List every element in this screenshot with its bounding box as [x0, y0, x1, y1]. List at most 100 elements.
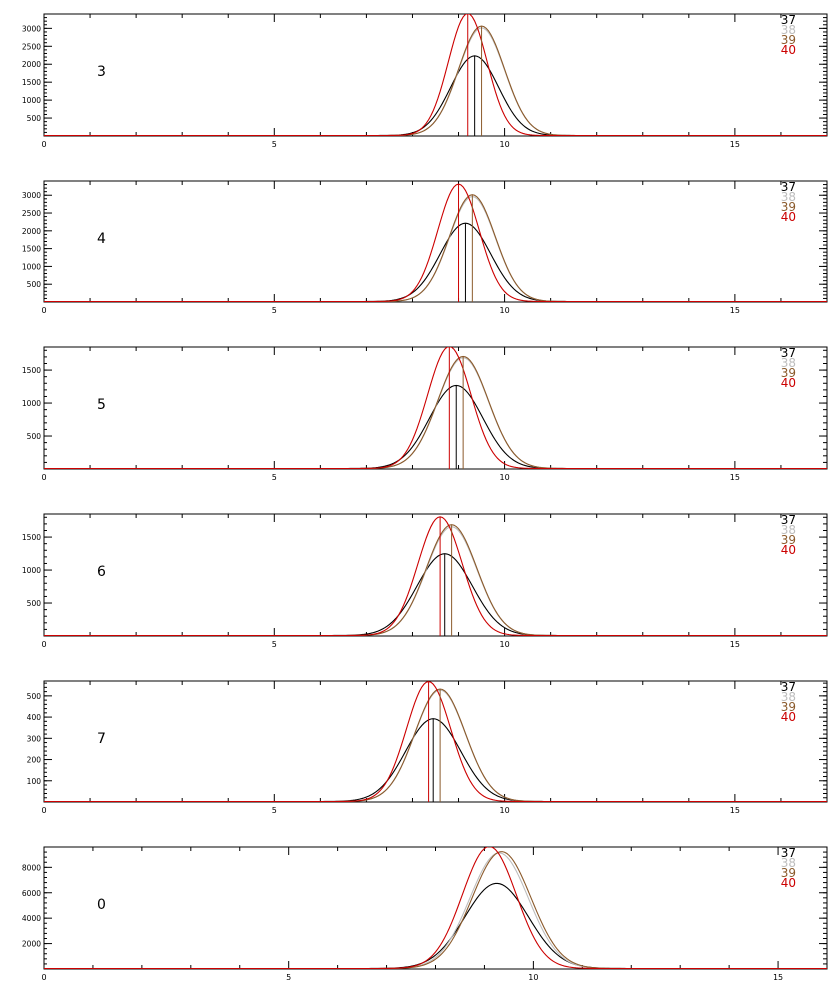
series-line-37: [44, 384, 827, 469]
y-tick-label: 300: [27, 734, 42, 743]
plot-frame: [43, 346, 828, 470]
legend-entry: 39: [781, 366, 796, 380]
series-line-37: [44, 718, 827, 802]
panel-label: 3: [97, 64, 106, 80]
legend-entry: 38: [781, 523, 796, 537]
x-tick-label: 0: [41, 306, 46, 315]
x-tick-label: 10: [499, 806, 509, 815]
y-tick-label: 500: [27, 114, 42, 123]
y-tick-label: 1000: [22, 96, 41, 105]
legend-entry: 40: [781, 876, 796, 890]
series-line-40: [44, 183, 827, 302]
y-tick-label: 1500: [22, 78, 41, 87]
x-tick-label: 5: [272, 140, 277, 149]
y-tick-label: 3000: [22, 191, 41, 200]
panel-label: 7: [97, 731, 106, 747]
series-line-38: [44, 526, 827, 636]
x-tick-label: 10: [499, 473, 509, 482]
legend-entry: 40: [781, 210, 796, 224]
y-tick-label: 1500: [22, 245, 41, 254]
panel-label: 6: [97, 564, 106, 580]
panel-label: 0: [97, 897, 106, 913]
legend-entry: 39: [781, 200, 796, 214]
legend-entry: 40: [781, 710, 796, 724]
y-tick-label: 6000: [22, 889, 41, 898]
series-line-40: [44, 347, 827, 469]
series-line-40: [44, 847, 827, 969]
series-line-37: [44, 553, 827, 636]
plot-frame: [43, 180, 828, 303]
y-tick-label: 3000: [22, 24, 41, 33]
series-line-37: [44, 882, 827, 969]
legend-entry: 40: [781, 543, 796, 557]
legend-entry: 39: [781, 33, 796, 47]
x-tick-label: 10: [499, 306, 509, 315]
x-tick-label: 5: [272, 306, 277, 315]
legend-entry: 38: [781, 190, 796, 204]
y-tick-label: 200: [27, 756, 42, 765]
x-tick-label: 5: [272, 640, 277, 649]
series-line-40: [44, 516, 827, 636]
y-tick-label: 500: [27, 280, 42, 289]
y-tick-label: 1000: [22, 262, 41, 271]
series-line-37: [44, 222, 827, 302]
x-tick-label: 10: [499, 140, 509, 149]
legend-entry: 38: [781, 856, 796, 870]
y-tick-label: 500: [27, 599, 42, 608]
x-tick-label: 15: [730, 140, 740, 149]
y-tick-label: 4000: [22, 914, 41, 923]
x-tick-label: 5: [272, 806, 277, 815]
x-tick-label: 10: [499, 640, 509, 649]
legend-entry: 37: [781, 13, 796, 27]
legend-entry: 37: [781, 513, 796, 527]
y-tick-label: 400: [27, 713, 42, 722]
plot-frame: [43, 13, 828, 137]
y-tick-label: 2500: [22, 42, 41, 51]
legend-entry: 39: [781, 533, 796, 547]
legend-entry: 38: [781, 23, 796, 37]
series-line-39: [44, 355, 827, 469]
y-tick-label: 1000: [22, 399, 41, 408]
y-tick-label: 500: [27, 432, 42, 441]
series-line-38: [44, 195, 827, 302]
x-tick-label: 15: [730, 473, 740, 482]
x-tick-label: 0: [41, 140, 46, 149]
series-line-39: [44, 25, 827, 136]
x-tick-label: 15: [730, 306, 740, 315]
y-tick-label: 1500: [22, 366, 41, 375]
x-tick-label: 15: [730, 640, 740, 649]
x-tick-label: 0: [41, 473, 46, 482]
y-tick-label: 2500: [22, 209, 41, 218]
x-tick-label: 15: [730, 806, 740, 815]
series-line-37: [44, 55, 827, 136]
y-tick-label: 2000: [22, 227, 41, 236]
legend-entry: 39: [781, 866, 796, 880]
legend-entry: 37: [781, 180, 796, 194]
series-line-39: [44, 851, 827, 969]
legend-entry: 38: [781, 690, 796, 704]
series-line-40: [44, 14, 827, 136]
legend-entry: 39: [781, 700, 796, 714]
series-line-39: [44, 524, 827, 636]
y-tick-label: 8000: [22, 863, 41, 872]
plot-frame: [43, 680, 828, 803]
legend-entry: 37: [781, 346, 796, 360]
series-line-38: [44, 27, 827, 136]
series-line-39: [44, 688, 827, 802]
y-tick-label: 2000: [22, 940, 41, 949]
series-line-40: [44, 681, 827, 802]
legend-entry: 37: [781, 846, 796, 860]
series-line-39: [44, 194, 827, 302]
plot-frame: [43, 846, 828, 970]
y-tick-label: 1500: [22, 533, 41, 542]
legend-entry: 40: [781, 376, 796, 390]
x-tick-label: 0: [41, 973, 46, 982]
panel-label: 5: [97, 397, 106, 413]
x-tick-label: 10: [528, 973, 538, 982]
y-tick-label: 2000: [22, 60, 41, 69]
